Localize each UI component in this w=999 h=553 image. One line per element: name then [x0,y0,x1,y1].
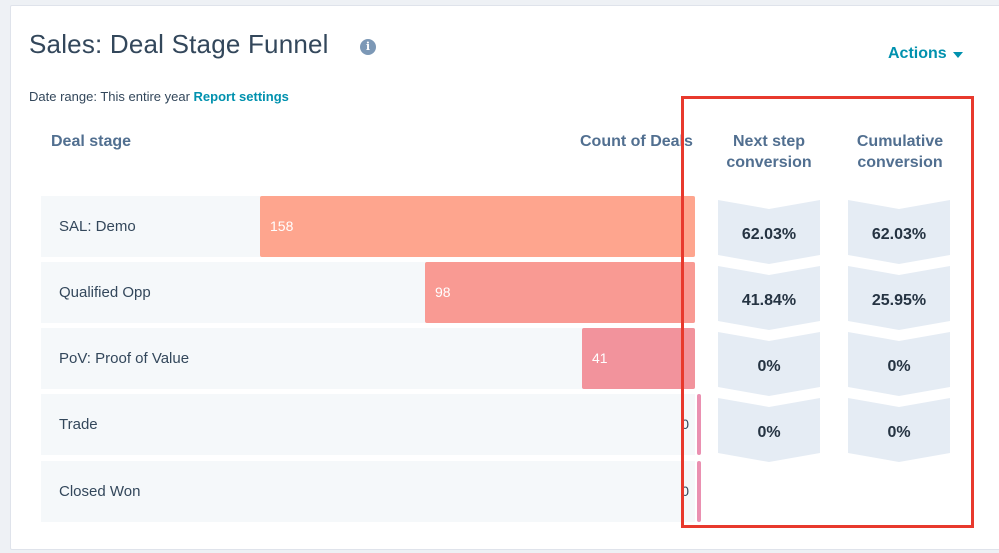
cumulative-header-line1: Cumulative [856,133,944,150]
bar-value-label: 0 [681,416,689,432]
next-step-conversion-value: 0% [757,358,781,375]
stage-label: SAL: Demo [59,218,136,235]
cumulative-conversion-value: 62.03% [871,226,927,243]
funnel-row: Closed Won 0 [41,461,701,522]
next-step-conversion-value: 41.84% [741,292,797,309]
funnel-bar[interactable]: 98 [425,262,695,323]
cumulative-conversion-value: 25.95% [871,292,927,309]
bar-value-label: 41 [592,350,608,366]
cumulative-conversion-header: Cumulative conversion [840,131,960,173]
funnel-bar[interactable] [697,461,701,522]
bar-value-label: 158 [270,218,294,234]
cumulative-conversion-value: 0% [887,424,911,441]
bar-value-label: 98 [435,284,451,300]
deal-stage-header: Deal stage [51,133,132,150]
stage-label: Trade [59,416,98,433]
cumulative-header-line2: conversion [857,154,943,171]
funnel-row: Trade 0 [41,394,701,455]
next-step-conversion-header: Next step conversion [710,131,828,173]
stage-label: PoV: Proof of Value [59,350,190,367]
cumulative-chevron [848,332,950,396]
chevron-down-icon[interactable] [953,52,963,58]
report-title: Sales: Deal Stage Funnel [29,29,329,59]
next-step-chevron [718,200,820,264]
funnel-bar[interactable]: 158 [260,196,695,257]
date-range: Date range: This entire year Report sett… [29,89,289,104]
next-step-header-line1: Next step [732,133,806,150]
stage-label: Qualified Opp [59,284,151,301]
next-step-chevron [718,398,820,462]
next-step-header-line2: conversion [726,154,812,171]
cumulative-chevron [848,398,950,462]
funnel-row: SAL: Demo 158 [41,196,695,257]
stage-label: Closed Won [59,483,141,500]
next-step-conversion-value: 0% [757,424,781,441]
funnel-row: PoV: Proof of Value 41 [41,328,695,389]
cumulative-chevron [848,266,950,330]
funnel-row: Qualified Opp 98 [41,262,695,323]
report-settings-link[interactable]: Report settings [193,89,289,104]
date-range-label: Date range: [29,89,97,104]
cumulative-chevron [848,200,950,264]
next-step-conversion-value: 62.03% [741,226,797,243]
date-range-value: This entire year [100,89,190,104]
funnel-bar[interactable]: 41 [582,328,695,389]
next-step-chevron [718,332,820,396]
info-icon[interactable]: i [360,39,376,55]
actions-button[interactable]: Actions [888,45,947,62]
next-step-chevron [718,266,820,330]
funnel-bar[interactable] [697,394,701,455]
bar-value-label: 0 [681,483,689,499]
count-of-deals-header: Count of Deals [580,133,693,150]
cumulative-conversion-value: 0% [887,358,911,375]
